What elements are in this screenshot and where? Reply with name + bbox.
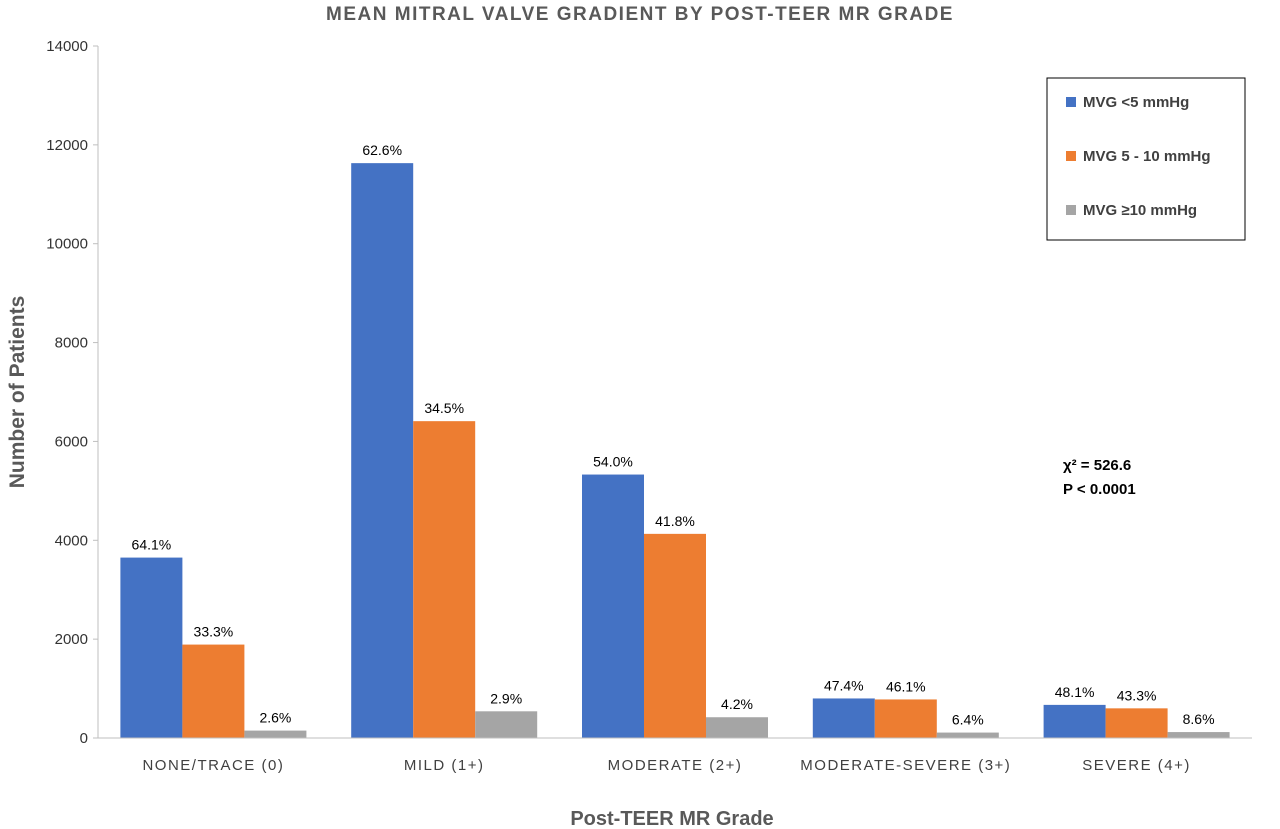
y-axis-title-group: Number of Patients xyxy=(6,296,29,489)
bar xyxy=(936,732,999,738)
data-label: 43.3% xyxy=(1117,687,1157,703)
y-axis-title: Number of Patients xyxy=(6,296,29,489)
y-tick-label: 2000 xyxy=(55,631,88,648)
data-labels: 64.1% 33.3% 2.6% 62.6% 34.5% 2.9% 54.0% 41.8% 4.… xyxy=(132,142,1215,727)
category-label: NONE/TRACE (0) xyxy=(142,757,284,774)
category-label: MODERATE-SEVERE (3+) xyxy=(800,757,1011,774)
data-label: 8.6% xyxy=(1183,711,1215,727)
chart-title: MEAN MITRAL VALVE GRADIENT BY POST-TEER … xyxy=(326,4,954,25)
y-tick-label: 0 xyxy=(80,730,88,747)
data-label: 33.3% xyxy=(194,624,234,640)
data-label: 34.5% xyxy=(424,400,464,416)
data-label: 48.1% xyxy=(1055,684,1095,700)
bar xyxy=(582,474,644,738)
data-label: 62.6% xyxy=(362,142,402,158)
y-tick-label: 10000 xyxy=(46,236,88,253)
bar xyxy=(120,557,183,738)
y-tick-label: 6000 xyxy=(55,433,88,450)
legend: MVG <5 mmHg MVG 5 - 10 mmHg MVG ≥10 mmHg xyxy=(1046,77,1246,241)
legend-swatch xyxy=(1066,205,1076,215)
bar xyxy=(1043,704,1106,738)
bar xyxy=(413,421,476,738)
y-tick-label: 4000 xyxy=(55,532,88,549)
legend-swatch xyxy=(1066,151,1076,161)
bar xyxy=(1167,732,1230,738)
data-label: 54.0% xyxy=(593,454,633,470)
data-label: 64.1% xyxy=(132,537,172,553)
category-label: MODERATE (2+) xyxy=(608,757,743,774)
bar xyxy=(874,699,937,738)
data-label: 6.4% xyxy=(952,712,984,728)
bar xyxy=(351,163,414,738)
data-label: 4.2% xyxy=(721,696,753,712)
data-label: 41.8% xyxy=(655,513,695,529)
legend-label: MVG <5 mmHg xyxy=(1083,94,1189,111)
y-tick-label: 12000 xyxy=(46,137,88,154)
category-label: MILD (1+) xyxy=(404,757,485,774)
legend-label: MVG 5 - 10 mmHg xyxy=(1083,148,1211,165)
data-label: 2.9% xyxy=(490,690,522,706)
bars xyxy=(120,163,1230,738)
bar xyxy=(644,533,706,738)
bar xyxy=(1105,708,1168,738)
data-label: 47.4% xyxy=(824,677,864,693)
bar xyxy=(812,698,875,738)
legend-label: MVG ≥10 mmHg xyxy=(1083,202,1197,219)
y-tick-label: 8000 xyxy=(55,335,88,352)
bar xyxy=(182,644,245,738)
bar xyxy=(475,711,538,738)
data-label: 2.6% xyxy=(259,710,291,726)
y-axis-ticks: 0 2000 4000 6000 8000 10000 12000 14000 xyxy=(46,38,98,747)
category-labels: NONE/TRACE (0) MILD (1+) MODERATE (2+) MODE… xyxy=(142,757,1191,774)
p-value-annotation: P < 0.0001 xyxy=(1063,481,1136,498)
y-tick-label: 14000 xyxy=(46,38,88,55)
legend-swatch xyxy=(1066,97,1076,107)
bar xyxy=(706,717,768,738)
x-axis-title: Post-TEER MR Grade xyxy=(570,808,773,829)
category-label: SEVERE (4+) xyxy=(1082,757,1191,774)
data-label: 46.1% xyxy=(886,678,926,694)
legend-box xyxy=(1046,77,1246,241)
bar xyxy=(244,730,307,738)
chi-square-annotation: χ² = 526.6 xyxy=(1063,457,1131,474)
